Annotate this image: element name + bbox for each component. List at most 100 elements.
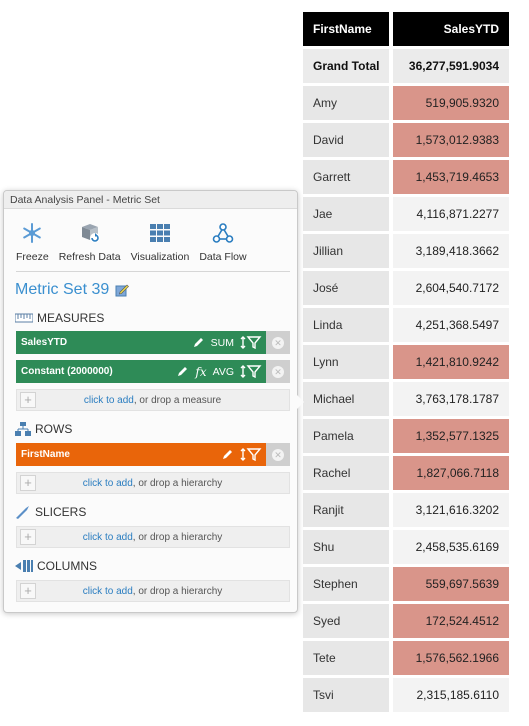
salesytd-cell[interactable]: 2,315,185.6110 [393, 678, 509, 712]
salesytd-cell[interactable]: 172,524.4512 [393, 604, 509, 638]
drop-hint-text: , or drop a hierarchy [132, 477, 223, 489]
data-analysis-panel: Data Analysis Panel - Metric Set Freeze [3, 190, 298, 613]
firstname-cell[interactable]: Syed [303, 604, 389, 638]
pencil-icon[interactable] [221, 448, 234, 461]
table-header-row: FirstName SalesYTD [303, 12, 509, 49]
pencil-icon[interactable] [176, 365, 189, 378]
salesytd-cell[interactable]: 1,827,066.7118 [393, 456, 509, 490]
freeze-label: Freeze [16, 251, 49, 263]
close-icon: ✕ [272, 448, 284, 461]
salesytd-cell[interactable]: 1,421,810.9242 [393, 345, 509, 379]
aggregation-label[interactable]: SUM [210, 336, 234, 349]
aggregation-label[interactable]: AVG [212, 365, 234, 378]
salesytd-cell[interactable]: 1,576,562.1966 [393, 641, 509, 675]
firstname-cell[interactable]: Garrett [303, 160, 389, 194]
grand-total-row: Grand Total 36,277,591.9034 [303, 49, 509, 86]
rows-drop-zone[interactable]: + click to add, or drop a hierarchy [16, 472, 290, 494]
drop-hint: click to add, or drop a hierarchy [36, 586, 289, 597]
freeze-button[interactable]: Freeze [16, 221, 49, 263]
metric-set-title[interactable]: Metric Set 39 [15, 281, 130, 299]
sort-filter-icon[interactable] [240, 365, 262, 378]
table-row: José 2,604,540.7172 [303, 271, 509, 308]
panel-pointer-caret [297, 395, 304, 409]
firstname-cell[interactable]: Jae [303, 197, 389, 231]
salesytd-cell[interactable]: 4,116,871.2277 [393, 197, 509, 231]
table-row: Tsvi 2,315,185.6110 [303, 678, 509, 715]
firstname-cell[interactable]: Tsvi [303, 678, 389, 712]
table-row: Garrett 1,453,719.4653 [303, 160, 509, 197]
formula-fx-icon[interactable]: fx [195, 364, 207, 379]
firstname-cell[interactable]: Jillian [303, 234, 389, 268]
salesytd-cell[interactable]: 2,604,540.7172 [393, 271, 509, 305]
columns-drop-zone[interactable]: + click to add, or drop a hierarchy [16, 580, 290, 602]
refresh-data-button[interactable]: Refresh Data [59, 221, 121, 263]
click-to-add-link[interactable]: click to add [82, 477, 133, 489]
add-plus-icon[interactable]: + [20, 392, 36, 408]
firstname-cell[interactable]: Stephen [303, 567, 389, 601]
measure-pill-constant[interactable]: Constant (2000000) fx AVG [16, 360, 266, 383]
firstname-cell[interactable]: Rachel [303, 456, 389, 490]
data-flow-icon [212, 223, 234, 243]
firstname-cell[interactable]: David [303, 123, 389, 157]
row-label: FirstName [21, 449, 70, 460]
firstname-cell[interactable]: Michael [303, 382, 389, 416]
firstname-cell[interactable]: Ranjit [303, 493, 389, 527]
firstname-cell[interactable]: Pamela [303, 419, 389, 453]
header-salesytd[interactable]: SalesYTD [393, 12, 509, 46]
salesytd-cell[interactable]: 1,573,012.9383 [393, 123, 509, 157]
slicers-heading: SLICERS [35, 505, 87, 519]
salesytd-cell[interactable]: 1,453,719.4653 [393, 160, 509, 194]
columns-heading: COLUMNS [37, 559, 98, 573]
edit-name-icon[interactable] [115, 283, 130, 297]
visualization-button[interactable]: Visualization [131, 221, 189, 263]
drop-hint: click to add, or drop a hierarchy [36, 478, 289, 489]
sort-filter-icon[interactable] [240, 448, 262, 461]
header-firstname[interactable]: FirstName [303, 12, 389, 46]
firstname-cell[interactable]: Tete [303, 641, 389, 675]
table-row: Tete 1,576,562.1966 [303, 641, 509, 678]
salesytd-cell[interactable]: 4,251,368.5497 [393, 308, 509, 342]
data-flow-button[interactable]: Data Flow [199, 221, 247, 263]
salesytd-cell[interactable]: 3,763,178.1787 [393, 382, 509, 416]
click-to-add-link[interactable]: click to add [82, 585, 133, 597]
measure-pill-salesytd[interactable]: SalesYTD SUM [16, 331, 266, 354]
firstname-cell[interactable]: José [303, 271, 389, 305]
measures-drop-zone[interactable]: + click to add, or drop a measure [16, 389, 290, 411]
measure-label: Constant (2000000) [21, 366, 113, 377]
firstname-cell[interactable]: Amy [303, 86, 389, 120]
panel-title-bar[interactable] [4, 191, 297, 209]
add-plus-icon[interactable]: + [20, 529, 36, 545]
firstname-cell[interactable]: Shu [303, 530, 389, 564]
table-row: Jae 4,116,871.2277 [303, 197, 509, 234]
toolbar-divider [16, 271, 290, 272]
salesytd-cell[interactable]: 559,697.5639 [393, 567, 509, 601]
salesytd-cell[interactable]: 3,189,418.3662 [393, 234, 509, 268]
firstname-cell[interactable]: Linda [303, 308, 389, 342]
salesytd-cell[interactable]: 519,905.9320 [393, 86, 509, 120]
row-controls [221, 448, 266, 461]
remove-measure-button[interactable]: ✕ [266, 360, 290, 383]
table-row: Rachel 1,827,066.7118 [303, 456, 509, 493]
grand-total-value: 36,277,591.9034 [393, 49, 509, 83]
add-plus-icon[interactable]: + [20, 583, 36, 599]
click-to-add-link[interactable]: click to add [83, 394, 134, 406]
sort-filter-icon[interactable] [240, 336, 262, 349]
remove-measure-button[interactable]: ✕ [266, 331, 290, 354]
salesytd-cell[interactable]: 3,121,616.3202 [393, 493, 509, 527]
firstname-cell[interactable]: Lynn [303, 345, 389, 379]
click-to-add-link[interactable]: click to add [82, 531, 133, 543]
table-body: Amy 519,905.9320 David 1,573,012.9383 Garret… [303, 86, 509, 715]
columns-icon [15, 560, 33, 572]
measures-section-heading: MEASURES [15, 311, 104, 325]
table-row: Shu 2,458,535.6169 [303, 530, 509, 567]
table-row: Syed 172,524.4512 [303, 604, 509, 641]
add-plus-icon[interactable]: + [20, 475, 36, 491]
row-pill-firstname[interactable]: FirstName [16, 443, 266, 466]
salesytd-cell[interactable]: 2,458,535.6169 [393, 530, 509, 564]
grand-total-label: Grand Total [303, 49, 389, 83]
salesytd-cell[interactable]: 1,352,577.1325 [393, 419, 509, 453]
pencil-icon[interactable] [192, 336, 205, 349]
slicers-drop-zone[interactable]: + click to add, or drop a hierarchy [16, 526, 290, 548]
remove-row-button[interactable]: ✕ [266, 443, 290, 466]
snowflake-icon [23, 223, 42, 243]
